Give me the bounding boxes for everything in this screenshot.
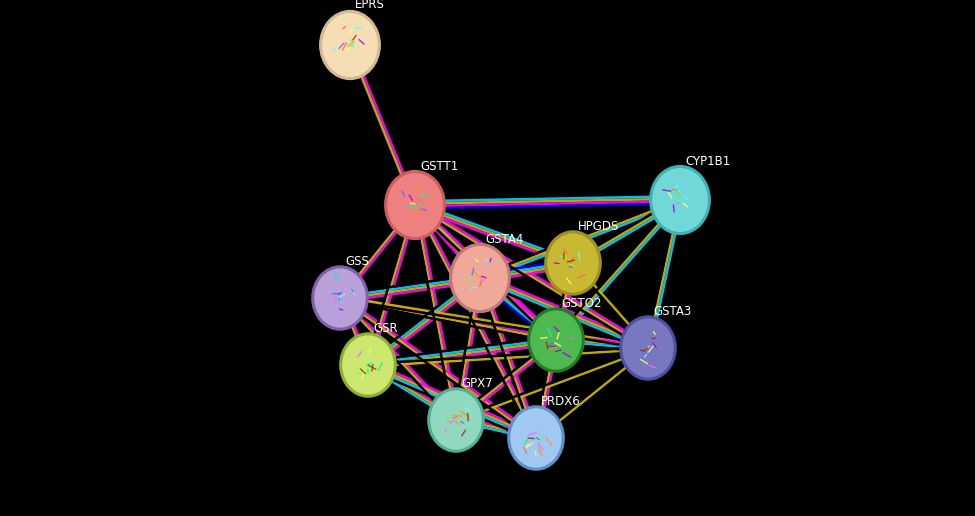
Ellipse shape (313, 267, 368, 329)
Ellipse shape (528, 309, 583, 371)
Ellipse shape (340, 334, 395, 396)
Text: HPGDS: HPGDS (578, 220, 619, 233)
Text: GSTA3: GSTA3 (653, 305, 691, 318)
Text: GSS: GSS (345, 255, 369, 268)
Ellipse shape (509, 407, 564, 469)
Ellipse shape (321, 11, 379, 78)
Text: GSTO2: GSTO2 (561, 297, 602, 310)
Text: GSTA4: GSTA4 (485, 233, 524, 246)
Text: GPX7: GPX7 (461, 377, 492, 390)
Text: CYP1B1: CYP1B1 (685, 155, 730, 168)
Ellipse shape (429, 389, 484, 451)
Ellipse shape (621, 317, 676, 379)
Ellipse shape (546, 232, 601, 294)
Ellipse shape (385, 171, 445, 238)
Text: GSTT1: GSTT1 (420, 160, 458, 173)
Ellipse shape (450, 245, 509, 312)
Text: EPRS: EPRS (355, 0, 385, 11)
Ellipse shape (650, 166, 710, 234)
Text: GSR: GSR (373, 322, 398, 335)
Text: PRDX6: PRDX6 (541, 395, 581, 408)
